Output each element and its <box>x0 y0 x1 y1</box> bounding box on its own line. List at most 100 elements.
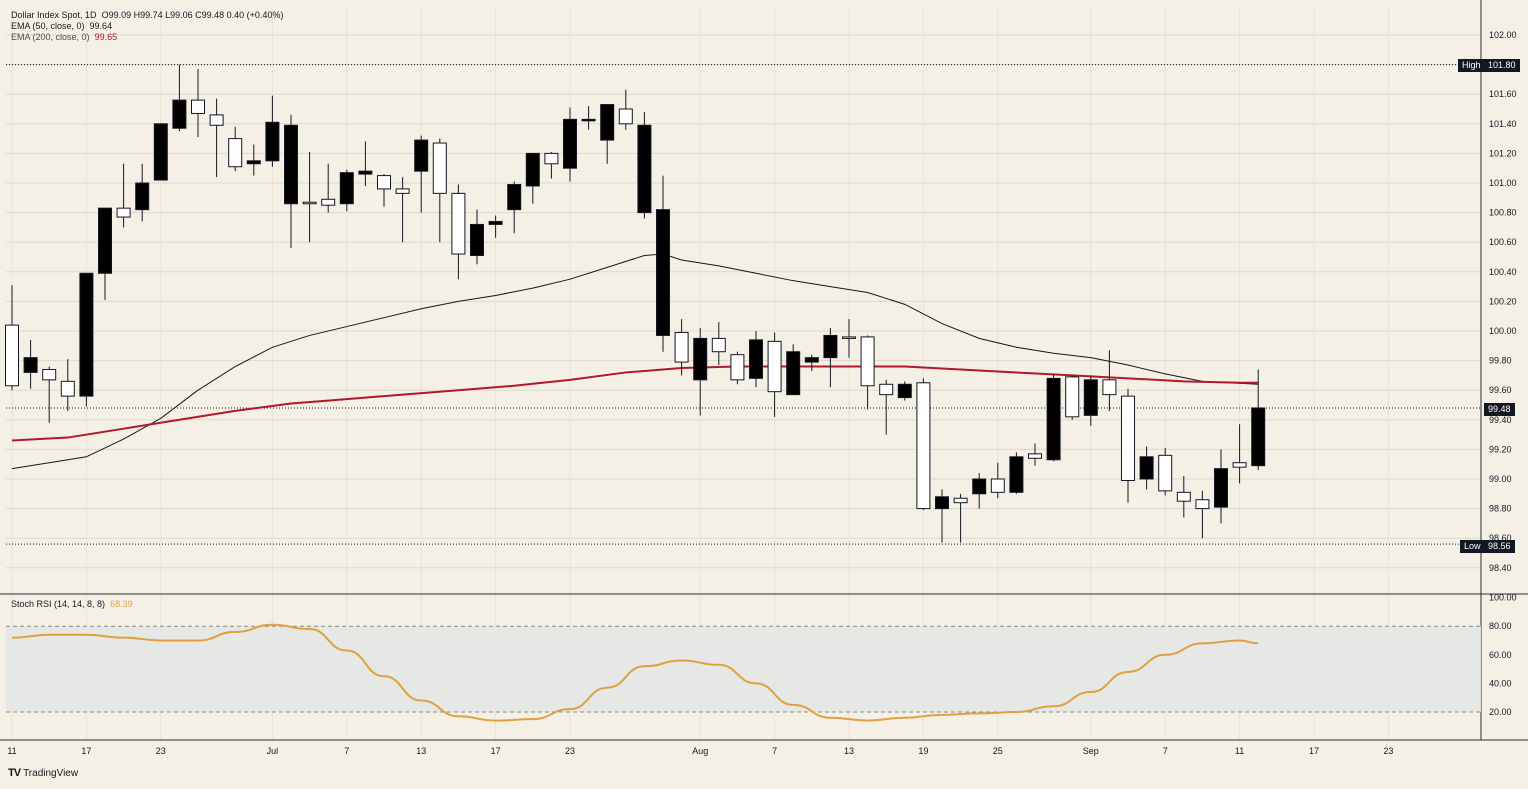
candle-body <box>172 99 187 129</box>
candle-body <box>860 336 875 387</box>
candle-body <box>414 139 429 172</box>
low-value: 98.56 <box>1484 540 1515 553</box>
candle-body <box>507 183 522 211</box>
candle-body <box>916 382 931 510</box>
candle-body <box>488 220 503 225</box>
candle-body <box>1176 491 1191 502</box>
candle-body <box>581 118 596 122</box>
candle-body <box>1065 376 1080 418</box>
candle-body <box>842 336 856 339</box>
candle-body <box>1232 462 1247 468</box>
symbol-label: Dollar Index Spot, 1D <box>11 10 97 20</box>
candle-body <box>209 114 224 126</box>
y-tick-label: 100.80 <box>1489 208 1517 218</box>
y-tick-label: 101.60 <box>1489 89 1517 99</box>
candle-body <box>749 339 763 379</box>
x-tick-label: 17 <box>1309 746 1319 756</box>
candle-body <box>656 209 670 336</box>
x-tick-label: 13 <box>416 746 426 756</box>
stoch-rsi-label: Stoch RSI (14, 14, 8, 8) <box>11 599 106 609</box>
symbol-row: Dollar Index Spot, 1D O99.09 H99.74 L99.… <box>11 10 283 21</box>
tradingview-logo-icon: TV <box>8 767 21 779</box>
tradingview-brand[interactable]: TV TradingView <box>8 767 78 779</box>
candle-body <box>674 331 689 363</box>
x-tick-label: 23 <box>565 746 575 756</box>
x-tick-label: 11 <box>7 746 16 756</box>
candle-body <box>284 124 298 205</box>
rsi-y-tick-label: 80.00 <box>1489 621 1512 631</box>
candle-body <box>432 142 447 194</box>
candle-body <box>1028 453 1042 459</box>
rsi-y-tick-label: 60.00 <box>1489 650 1512 660</box>
x-tick-label: Aug <box>692 746 708 756</box>
x-tick-label: 11 <box>1235 746 1244 756</box>
rsi-y-tick-label: 100.00 <box>1489 593 1517 603</box>
candle-body <box>879 383 894 396</box>
candle-body <box>302 201 317 205</box>
candle-body <box>265 121 280 162</box>
candle-body <box>767 340 782 393</box>
y-tick-label: 99.80 <box>1489 356 1512 366</box>
x-tick-label: 19 <box>918 746 928 756</box>
ema50-value: 99.64 <box>89 21 113 31</box>
y-tick-label: 100.60 <box>1489 237 1517 247</box>
tradingview-name: TradingView <box>23 767 79 779</box>
ema50-row: EMA (50, close, 0) 99.64 <box>11 21 283 32</box>
y-tick-label: 100.20 <box>1489 296 1517 306</box>
candle-body <box>1083 379 1098 416</box>
x-tick-label: 17 <box>491 746 501 756</box>
candle-body <box>5 324 19 387</box>
candle-body <box>153 123 168 181</box>
x-tick-label: 23 <box>156 746 166 756</box>
x-tick-label: 23 <box>1383 746 1393 756</box>
candle-body <box>1195 499 1210 510</box>
candle-body <box>42 368 57 381</box>
x-tick-label: Jul <box>267 746 279 756</box>
high-value: 101.80 <box>1484 59 1520 72</box>
candle-body <box>563 118 577 169</box>
candle-body <box>544 152 559 165</box>
y-tick-label: 101.20 <box>1489 148 1517 158</box>
candle-body <box>804 357 819 363</box>
candle-body <box>823 334 838 359</box>
candle-body <box>786 351 801 396</box>
x-tick-label: 7 <box>344 746 349 756</box>
candle-body <box>1046 377 1061 461</box>
x-tick-label: 25 <box>993 746 1003 756</box>
stoch-rsi-band <box>6 626 1481 712</box>
candle-body <box>990 478 1005 493</box>
candle-body <box>935 496 949 510</box>
candle-body <box>1158 454 1173 492</box>
x-tick-label: 7 <box>772 746 777 756</box>
candle-body <box>1251 407 1266 467</box>
ema200-row: EMA (200, close, 0) 99.65 <box>11 32 283 43</box>
ema200-line <box>11 365 1259 442</box>
candle-body <box>79 272 94 397</box>
candle-body <box>897 383 912 399</box>
candle-body <box>618 108 633 125</box>
stoch-rsi-legend: Stoch RSI (14, 14, 8, 8) 68.39 <box>11 599 133 609</box>
chart-legend: Dollar Index Spot, 1D O99.09 H99.74 L99.… <box>11 10 283 43</box>
candle-body <box>1121 395 1135 481</box>
y-tick-label: 99.40 <box>1489 415 1512 425</box>
rsi-y-tick-label: 40.00 <box>1489 678 1512 688</box>
candle-body <box>1102 379 1117 396</box>
candle-body <box>730 354 745 381</box>
candle-body <box>135 182 150 211</box>
candle-body <box>339 172 354 205</box>
ema200-label: EMA (200, close, 0) <box>11 32 90 42</box>
candle-body <box>1214 468 1228 508</box>
y-tick-label: 100.40 <box>1489 267 1517 277</box>
candle-body <box>451 192 466 255</box>
x-tick-label: Sep <box>1083 746 1099 756</box>
stoch-rsi-line <box>11 623 1259 722</box>
candle-body <box>246 160 261 165</box>
y-tick-label: 101.00 <box>1489 178 1517 188</box>
candle-body <box>228 138 243 168</box>
candle-body <box>116 207 131 218</box>
y-tick-label: 99.20 <box>1489 444 1512 454</box>
candle-body <box>377 175 391 190</box>
y-tick-label: 99.60 <box>1489 385 1512 395</box>
candle-body <box>98 207 112 274</box>
